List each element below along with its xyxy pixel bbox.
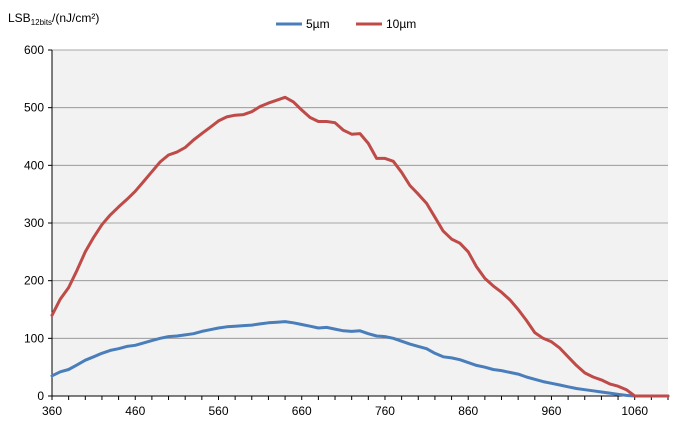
y-tick-label: 300 bbox=[24, 216, 44, 230]
legend-label: 5µm bbox=[306, 17, 330, 31]
y-axis-ticks: 0 100 200 300 400 500 600 bbox=[24, 43, 52, 403]
x-tick-label: 960 bbox=[541, 404, 561, 418]
y-tick-label: 200 bbox=[24, 274, 44, 288]
y-tick-label: 0 bbox=[37, 389, 44, 403]
x-axis-ticks: 360 460 560 660 760 860 960 1060 bbox=[42, 396, 669, 418]
y-tick-label: 600 bbox=[24, 43, 44, 57]
x-tick-label: 760 bbox=[375, 404, 395, 418]
y-tick-label: 100 bbox=[24, 331, 44, 345]
legend: 5µm 10µm bbox=[276, 17, 416, 31]
y-tick-label: 500 bbox=[24, 101, 44, 115]
x-tick-label: 460 bbox=[125, 404, 145, 418]
series-line bbox=[50, 95, 670, 398]
x-tick-label: 560 bbox=[208, 404, 228, 418]
x-tick-label: 1060 bbox=[621, 404, 648, 418]
x-tick-label: 860 bbox=[458, 404, 478, 418]
x-tick-label: 360 bbox=[42, 404, 62, 418]
series-lines bbox=[50, 95, 670, 398]
x-tick-label: 660 bbox=[292, 404, 312, 418]
legend-label: 10µm bbox=[386, 17, 416, 31]
y-axis-label: LSB12bits/(nJ/cm²) bbox=[8, 11, 99, 27]
series-line bbox=[50, 320, 670, 398]
y-tick-label: 400 bbox=[24, 158, 44, 172]
